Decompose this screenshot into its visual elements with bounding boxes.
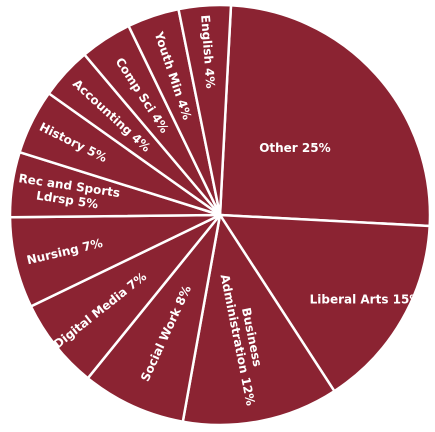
slice-label-line: Other 25%	[259, 141, 330, 155]
slice-label-english: English 4%	[198, 14, 217, 89]
pie-slice-business-administration	[181, 213, 336, 427]
slice-label-other: Other 25%	[259, 141, 330, 155]
pie-slices	[8, 3, 432, 427]
pie-slice-other	[218, 4, 432, 228]
slice-label-line: English 4%	[198, 14, 217, 89]
pie-slice-liberal-arts	[218, 213, 431, 393]
slice-label-liberal-arts: Liberal Arts 15%	[310, 292, 422, 306]
slice-label-line: Liberal Arts 15%	[310, 292, 422, 306]
pie-slice-english	[177, 3, 233, 217]
pie-slice-social-work	[86, 213, 222, 423]
